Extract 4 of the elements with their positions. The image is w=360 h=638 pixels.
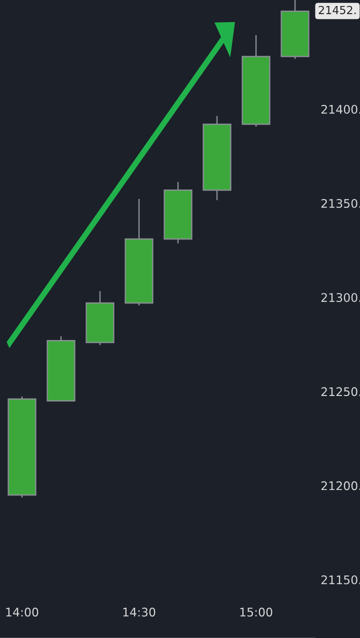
x-tick-label: 15:00 [240, 608, 272, 617]
text: 21452. [318, 6, 356, 14]
x-tick-label: 14:00 [6, 608, 38, 617]
x-tick-label: 14:30 [123, 608, 156, 617]
